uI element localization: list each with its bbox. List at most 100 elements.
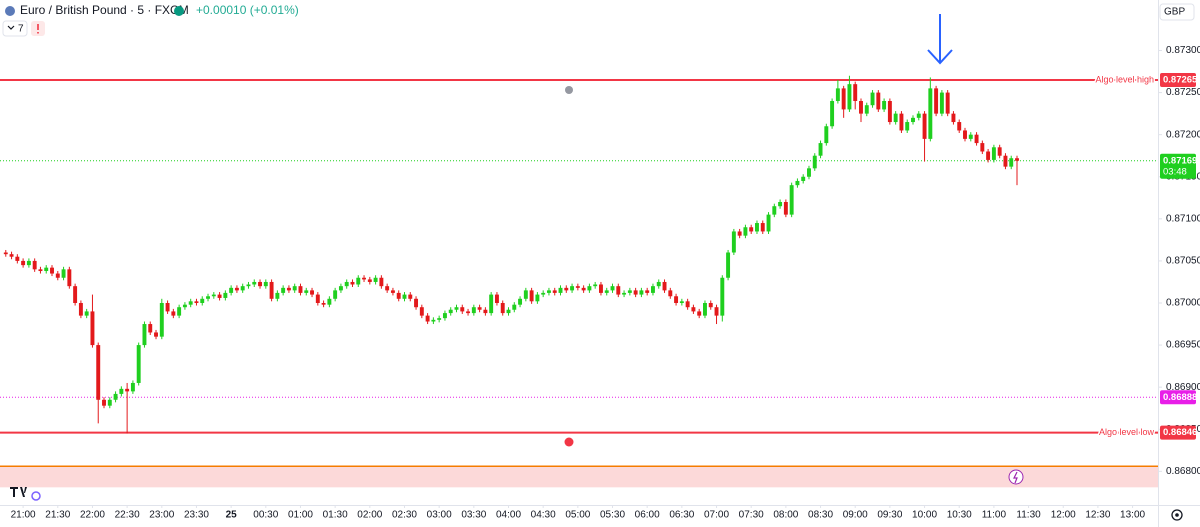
candle-body [847,84,852,110]
y-tick-label: 0.87200 [1166,129,1200,140]
candle-body [385,286,390,291]
y-tick-label: 0.86950 [1166,340,1200,351]
currency-box[interactable] [1159,3,1195,21]
symbol-icon [5,6,15,16]
price-tag [1160,425,1196,440]
x-tick-label: 02:00 [357,510,382,521]
y-tick-label: 0.87050 [1166,256,1200,267]
candle-body [78,303,83,316]
candle-body [749,227,754,232]
candle-body [812,155,817,169]
candle-body [414,298,419,308]
candle-body [338,286,343,291]
x-tick-label: 08:30 [808,510,833,521]
candle-body [466,311,471,314]
indicator-count: 7 [18,24,24,35]
candle-body [506,309,511,314]
candle-body [234,287,239,291]
candle-body [26,260,31,266]
candle-body [96,345,101,400]
candle-body [489,294,494,314]
x-tick-label: 06:30 [669,510,694,521]
candle-body [714,307,719,316]
candle-body [645,290,650,293]
candle-body [356,277,361,285]
market-status[interactable] [174,6,184,16]
candle-body [177,307,182,316]
candle-body [188,301,193,305]
price-tag-label: 0.86888 [1163,392,1197,403]
candle-body [864,105,869,114]
event-icon[interactable] [564,437,574,447]
x-tick-label: 12:30 [1085,510,1110,521]
candle-body [535,294,540,302]
x-tick-label: 01:00 [288,510,313,521]
candle-body [639,290,644,295]
candle-body [818,143,823,156]
candle-body [477,307,482,310]
candle-body [726,252,731,278]
event-icon[interactable] [565,86,573,94]
candle-body [841,88,846,110]
candle-body [835,88,840,101]
candle-body [84,311,89,316]
candle-body [44,267,49,272]
candle-body [905,122,910,131]
price-tag [1160,153,1196,179]
candle-body [789,185,794,215]
replay-icon[interactable] [31,491,41,501]
chevron [7,25,15,30]
candle-body [344,281,349,287]
candle-body [200,298,205,303]
candle-body [362,277,367,280]
candle-body [275,292,280,299]
x-tick-label: 11:00 [982,510,1007,521]
symbol-title[interactable]: Euro / British Pound · 5 · FXCM [20,3,189,17]
candle-body [922,113,927,139]
x-tick-label: 11:30 [1016,510,1041,521]
settings-icon[interactable] [1171,509,1183,521]
candle-body [350,281,355,285]
price-tag [1160,72,1196,87]
candle-body [154,332,158,337]
candle-body [703,303,707,316]
flash-icon[interactable] [1008,469,1024,485]
x-tick-label: 10:00 [912,510,937,521]
countdown: 03:48 [1163,166,1187,177]
indicators-toggle[interactable] [2,20,28,37]
candle-body [396,292,401,299]
candle-body [252,281,257,285]
candle-body [408,294,413,299]
candle-body [743,227,748,236]
candle-body [685,301,690,308]
candle-body [1003,155,1008,167]
candle-body [807,168,811,177]
candle-body [610,286,615,291]
candle-body [460,307,465,312]
candle-body [945,92,950,114]
price-tag-label: 0.86846 [1163,427,1197,438]
candle-body [113,393,118,400]
candle-body [142,324,147,346]
candle-body [102,399,106,406]
candle-body [772,206,777,215]
candle-body [778,202,783,207]
x-tick-label: 25 [226,510,238,521]
logo[interactable] [10,487,27,497]
candle-body [286,287,291,291]
x-tick-label: 00:30 [253,510,278,521]
y-tick-label: 0.87000 [1166,298,1200,309]
candle-body [824,126,829,144]
x-tick-label: 07:30 [739,510,764,521]
candle-body [916,113,921,118]
candle-body [587,286,592,291]
candle-body [298,286,303,293]
candle-body [310,290,315,295]
candle-body [15,256,20,261]
candle-body [61,269,66,278]
candle-body [367,279,372,282]
candle-body [379,277,384,287]
candle-body [148,324,153,333]
x-tick-label: 07:00 [704,510,729,521]
